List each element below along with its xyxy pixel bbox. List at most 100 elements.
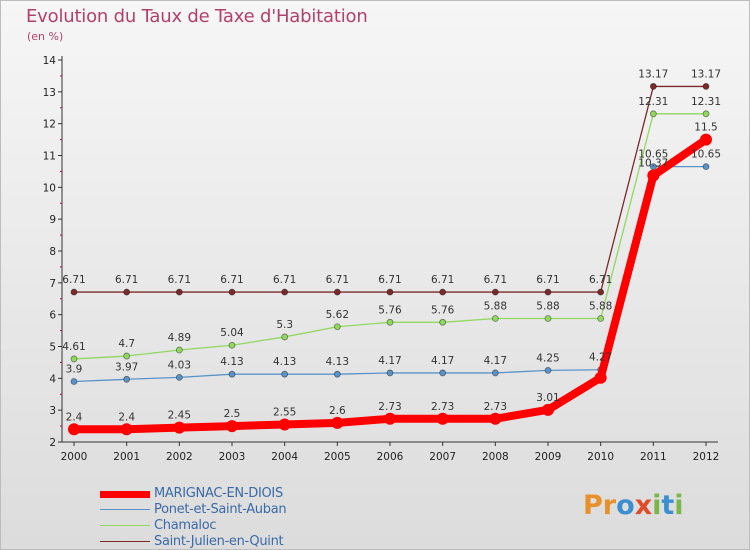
data-point <box>333 370 341 378</box>
data-point <box>68 423 80 436</box>
data-label: 4.89 <box>168 332 191 344</box>
data-point <box>173 421 186 434</box>
logo-letter: i <box>674 490 684 521</box>
data-point <box>439 369 447 377</box>
data-label: 6.71 <box>378 274 401 286</box>
x-tick-label: 2008 <box>482 451 509 463</box>
x-tick-label: 2000 <box>61 451 88 463</box>
data-point <box>702 110 710 118</box>
y-tick-label: 6 <box>49 310 56 322</box>
data-label: 2.73 <box>378 401 401 413</box>
data-point <box>281 333 289 341</box>
legend-label: Chamaloc <box>154 518 217 533</box>
legend-label: MARIGNAC-EN-DIOIS <box>154 486 283 501</box>
legend-swatch <box>100 541 150 542</box>
data-label: 5.88 <box>484 300 507 312</box>
data-point <box>228 370 236 378</box>
proxiti-logo: Proxiti <box>583 490 684 521</box>
data-label: 6.71 <box>536 274 559 286</box>
data-label: 6.71 <box>115 274 138 286</box>
data-label: 4.17 <box>484 355 507 367</box>
data-point <box>123 288 131 296</box>
data-label: 4.25 <box>536 352 559 364</box>
data-point <box>491 369 499 377</box>
data-point <box>228 341 236 349</box>
data-label: 6.71 <box>326 274 349 286</box>
data-point <box>489 412 502 425</box>
chart-subtitle: (en %) <box>27 30 64 43</box>
data-label: 13.17 <box>691 68 721 80</box>
data-label: 5.76 <box>378 304 402 316</box>
data-label: 2.4 <box>118 411 135 423</box>
data-point <box>649 110 657 118</box>
data-point <box>491 315 499 322</box>
data-point <box>175 346 183 354</box>
data-point <box>649 83 657 90</box>
data-point <box>333 288 341 296</box>
data-point <box>386 318 394 326</box>
series-line <box>73 85 707 293</box>
logo-letter: t <box>661 490 675 521</box>
y-tick-label: 12 <box>43 119 56 131</box>
data-label: 4.7 <box>118 338 135 350</box>
data-point <box>544 366 552 374</box>
data-label: 6.71 <box>273 274 296 286</box>
data-point <box>491 288 499 296</box>
legend-label: Ponet-et-Saint-Auban <box>154 502 287 517</box>
data-label: 10.65 <box>691 149 721 161</box>
data-point <box>702 83 710 90</box>
data-label: 2.73 <box>431 401 454 413</box>
data-point <box>175 373 183 381</box>
data-point <box>439 318 447 326</box>
logo-letter: o <box>616 490 635 521</box>
data-point <box>647 169 660 182</box>
data-label: 5.3 <box>276 319 293 331</box>
data-point <box>597 288 605 296</box>
data-point <box>386 288 394 296</box>
data-point <box>700 133 712 146</box>
y-tick-label: 2 <box>49 437 56 449</box>
data-label: 12.31 <box>691 96 721 108</box>
data-point <box>70 355 78 363</box>
data-label: 4.03 <box>168 359 191 371</box>
x-tick-label: 2003 <box>219 451 246 463</box>
data-label: 6.71 <box>168 274 191 286</box>
data-label: 2.6 <box>329 405 346 417</box>
data-label: 10.37 <box>638 158 668 170</box>
data-label: 4.13 <box>326 356 349 368</box>
data-label: 6.71 <box>62 274 85 286</box>
data-label: 2.45 <box>168 410 191 422</box>
x-tick-label: 2009 <box>535 451 562 463</box>
data-point <box>123 375 131 383</box>
data-label: 4.27 <box>589 352 612 364</box>
data-point <box>702 163 710 171</box>
data-labels: 6.71 6.71 6.71 6.71 6.71 6.71 6.71 6.71 6.71 6.71… <box>62 68 721 423</box>
data-point <box>597 315 605 322</box>
data-point <box>226 420 238 433</box>
chart-title: Evolution du Taux de Taxe d'Habitation <box>26 6 368 27</box>
data-label: 4.13 <box>273 356 296 368</box>
data-point <box>544 288 552 296</box>
x-tick-label: 2011 <box>640 451 667 463</box>
x-tick-label: 2002 <box>166 451 193 463</box>
data-label: 4.17 <box>431 355 454 367</box>
x-tick-label: 2006 <box>377 451 404 463</box>
data-point <box>386 369 394 377</box>
y-tick-label: 13 <box>43 87 56 99</box>
data-label: 5.88 <box>589 300 612 312</box>
data-point <box>384 412 396 425</box>
y-tick-label: 10 <box>43 182 56 194</box>
data-label: 4.17 <box>378 355 401 367</box>
data-point <box>436 412 449 425</box>
data-point <box>120 423 133 436</box>
logo-letter: i <box>652 490 662 521</box>
data-point <box>175 288 183 296</box>
x-tick-label: 2005 <box>324 451 351 463</box>
data-point <box>228 288 236 296</box>
data-label: 3.01 <box>536 392 559 404</box>
y-tick-label: 5 <box>49 342 56 354</box>
axes: 2 3 4 5 6 7 8 9 10 11 12 13 14 2000 2001 2002 2003 2004 20… <box>43 55 720 463</box>
data-label: 2.73 <box>484 401 507 413</box>
data-label: 2.55 <box>273 406 296 418</box>
